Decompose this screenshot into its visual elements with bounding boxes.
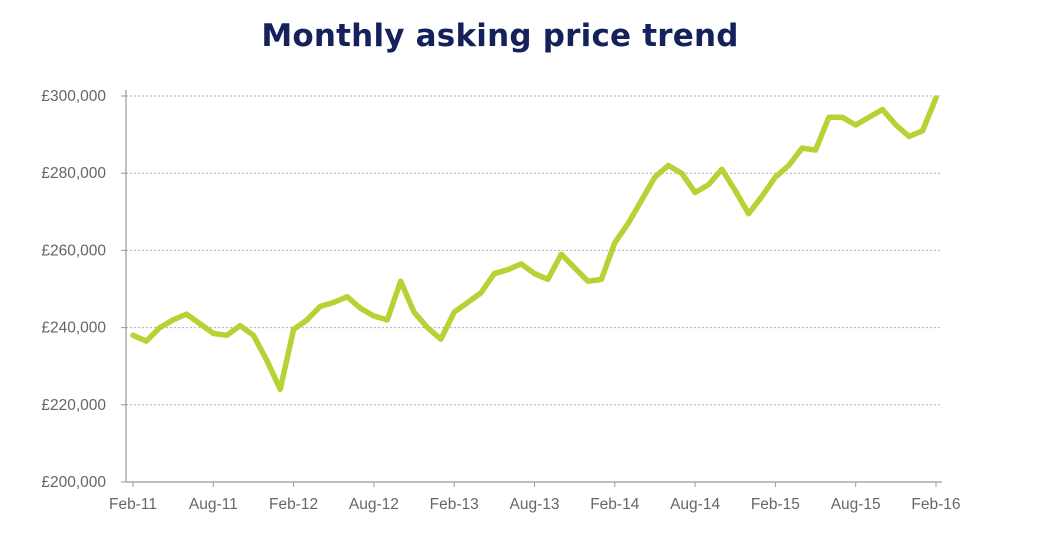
data-point: [492, 271, 497, 276]
data-point: [572, 265, 577, 270]
data-point: [706, 182, 711, 187]
chart-title: Monthly asking price trend: [261, 18, 739, 54]
data-point: [652, 174, 658, 180]
data-point: [411, 309, 417, 315]
data-point: [719, 167, 725, 172]
x-tick-label: Aug-12: [349, 496, 399, 513]
data-point: [826, 115, 832, 120]
data-point: [880, 107, 885, 112]
data-point: [344, 294, 350, 299]
data-point: [358, 306, 363, 311]
y-tick-label: £260,000: [41, 242, 106, 259]
x-tick-label: Feb-11: [109, 496, 157, 513]
data-point: [599, 277, 604, 282]
x-tick-label: Feb-13: [430, 496, 479, 513]
data-point: [331, 300, 336, 305]
data-point: [278, 387, 283, 392]
data-point: [733, 188, 738, 193]
data-point: [840, 115, 845, 120]
data-point: [786, 163, 791, 168]
data-point: [197, 321, 203, 326]
y-tick-label: £300,000: [41, 88, 106, 105]
data-point: [465, 300, 470, 305]
data-point: [585, 279, 591, 284]
data-point: [773, 174, 778, 180]
data-point: [438, 336, 444, 342]
data-point: [264, 358, 270, 363]
data-point: [759, 194, 765, 199]
series-layer: [130, 95, 939, 393]
y-tick-label: £280,000: [41, 165, 106, 182]
x-tick-label: Aug-11: [189, 496, 238, 513]
x-tick-label: Aug-14: [670, 496, 720, 513]
data-point: [291, 327, 296, 332]
data-point: [130, 333, 136, 338]
data-point: [478, 290, 484, 296]
data-point: [170, 317, 176, 323]
data-point: [746, 211, 751, 216]
data-point: [853, 122, 858, 128]
data-point: [318, 304, 323, 309]
x-tick-label: Feb-16: [911, 496, 960, 513]
data-point: [933, 95, 939, 101]
data-point: [813, 147, 818, 153]
gridlines: [126, 95, 942, 406]
x-tick-label: Feb-14: [590, 496, 639, 513]
data-point: [237, 323, 243, 328]
data-point: [224, 333, 229, 338]
data-point: [692, 190, 698, 195]
series-line: [130, 95, 939, 393]
data-point: [304, 317, 310, 323]
data-point: [157, 325, 162, 330]
data-point: [211, 331, 216, 336]
data-point: [799, 145, 805, 151]
tick-labels: £200,000 £220,000 £240,000 £260,000 £280,000…: [41, 88, 960, 513]
data-point: [866, 115, 872, 120]
data-point: [385, 317, 390, 323]
axes: [121, 90, 942, 487]
y-tick-label: £220,000: [41, 397, 106, 414]
data-point: [907, 134, 912, 139]
data-point: [451, 309, 457, 315]
data-point: [639, 198, 644, 203]
data-point: [559, 252, 564, 257]
data-point: [371, 313, 377, 319]
data-point: [679, 171, 684, 176]
data-point: [251, 333, 256, 338]
data-point: [425, 325, 430, 330]
y-tick-label: £240,000: [41, 320, 106, 337]
data-point: [625, 221, 631, 226]
data-point: [545, 277, 551, 282]
data-point: [920, 128, 925, 133]
data-point: [505, 267, 510, 272]
data-point: [184, 311, 189, 317]
x-tick-label: Feb-12: [269, 496, 318, 513]
data-point: [666, 163, 671, 168]
data-point: [893, 122, 899, 128]
x-tick-label: Aug-13: [509, 496, 559, 513]
y-tick-label: £200,000: [41, 474, 106, 491]
x-tick-label: Feb-15: [751, 496, 800, 513]
x-tick-label: Aug-15: [831, 496, 881, 513]
data-point: [612, 240, 617, 245]
data-point: [532, 271, 537, 276]
data-point: [518, 261, 524, 267]
data-point: [398, 279, 403, 284]
data-point: [144, 338, 149, 344]
